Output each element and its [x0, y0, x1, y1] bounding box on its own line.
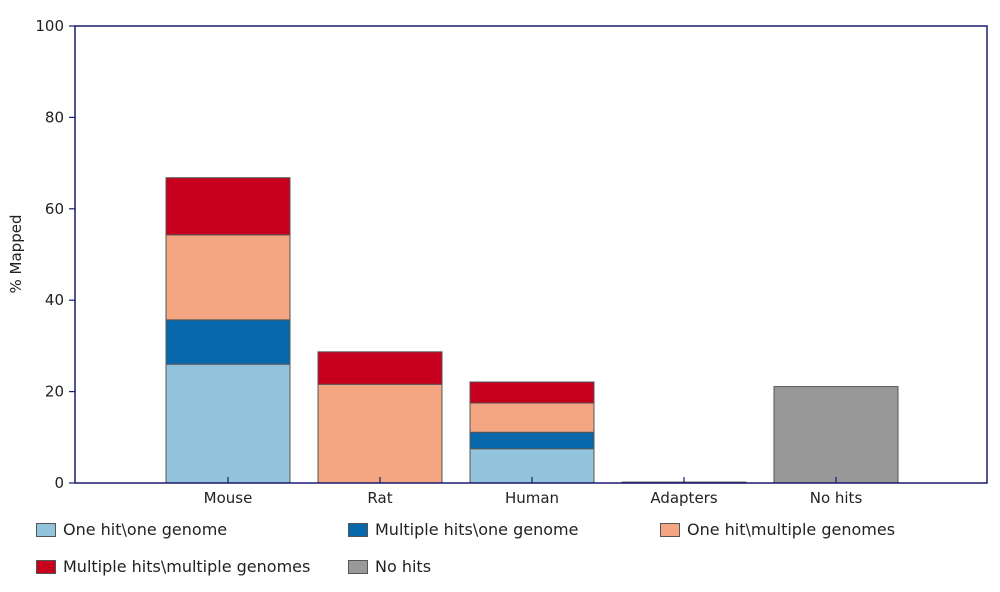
- legend-swatch: [348, 522, 368, 537]
- legend-item: Multiple hits\multiple genomes: [36, 557, 310, 576]
- x-tick-label: Adapters: [650, 489, 718, 507]
- bar-segment: [165, 319, 291, 365]
- y-tick-label: 40: [45, 291, 64, 309]
- bar-segment: [469, 402, 595, 433]
- bar-segment: [317, 383, 443, 484]
- x-axis-ticks: Mouse Rat Human Adapters No hits: [204, 477, 863, 507]
- x-tick-label: Rat: [367, 489, 392, 507]
- legend-label: No hits: [375, 557, 432, 576]
- bar-segment: [165, 177, 291, 236]
- y-axis-label: % Mapped: [7, 215, 25, 294]
- legend-label: Multiple hits\one genome: [375, 520, 579, 539]
- y-tick-label: 80: [45, 108, 64, 126]
- legend-item: Multiple hits\one genome: [348, 520, 578, 539]
- bars-group: [165, 177, 899, 484]
- bar-segment: [317, 351, 443, 385]
- legend-item: One hit\one genome: [36, 520, 227, 539]
- bar-segment: [773, 386, 899, 484]
- legend-item: One hit\multiple genomes: [660, 520, 895, 539]
- y-axis-ticks: 0 20 40 60 80 100: [35, 17, 75, 492]
- bar-segment: [469, 431, 595, 450]
- x-tick-label: No hits: [810, 489, 863, 507]
- legend-label: One hit\one genome: [63, 520, 228, 539]
- y-tick-label: 0: [54, 474, 64, 492]
- y-tick-label: 60: [45, 200, 64, 218]
- bar-segment: [469, 381, 595, 404]
- legend-item: No hits: [348, 557, 431, 576]
- legend-swatch: [660, 522, 680, 537]
- legend-label: Multiple hits\multiple genomes: [63, 557, 311, 576]
- legend-swatch: [36, 522, 56, 537]
- x-tick-label: Mouse: [204, 489, 253, 507]
- legend-swatch: [36, 559, 56, 574]
- y-tick-label: 20: [45, 383, 64, 401]
- x-tick-label: Human: [505, 489, 559, 507]
- bar-segment: [165, 363, 291, 484]
- bar-segment: [165, 234, 291, 321]
- y-tick-label: 100: [35, 17, 64, 35]
- legend-swatch: [348, 559, 368, 574]
- stacked-bar-chart: 0 20 40 60 80 100 Mouse Rat Human Adapters No hit…: [7, 17, 988, 507]
- legend-label: One hit\multiple genomes: [687, 520, 896, 539]
- plot-frame: [74, 25, 988, 484]
